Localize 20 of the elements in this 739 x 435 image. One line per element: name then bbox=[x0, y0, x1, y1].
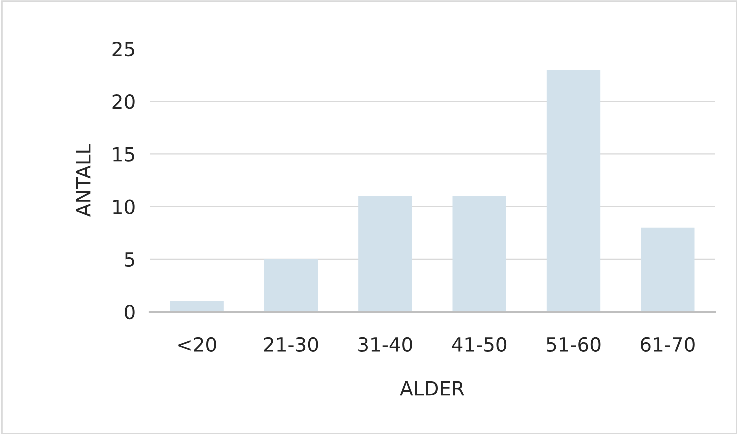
x-tick-label: 21-30 bbox=[264, 337, 318, 352]
y-tick-label: 20 bbox=[112, 94, 135, 110]
y-tick-label: 25 bbox=[112, 42, 134, 57]
bar bbox=[641, 228, 695, 312]
bar bbox=[170, 301, 224, 312]
x-tick-label: 61-70 bbox=[641, 337, 695, 352]
x-tick-label: 41-50 bbox=[452, 337, 507, 352]
y-tick-label: 5 bbox=[125, 252, 134, 268]
bar bbox=[264, 259, 318, 312]
x-tick-label: 51-60 bbox=[547, 337, 601, 352]
x-tick-label: <20 bbox=[178, 337, 216, 352]
x-tick-label: 31-40 bbox=[358, 337, 412, 352]
y-axis-title: ANTALL bbox=[76, 144, 91, 217]
y-tick-label: 0 bbox=[125, 304, 135, 320]
y-tick-label: 15 bbox=[114, 147, 134, 162]
bar bbox=[452, 196, 506, 312]
x-axis-title: ALDER bbox=[400, 381, 464, 396]
y-tick-label: 10 bbox=[114, 200, 135, 214]
bar bbox=[546, 70, 601, 312]
bar bbox=[358, 196, 412, 312]
